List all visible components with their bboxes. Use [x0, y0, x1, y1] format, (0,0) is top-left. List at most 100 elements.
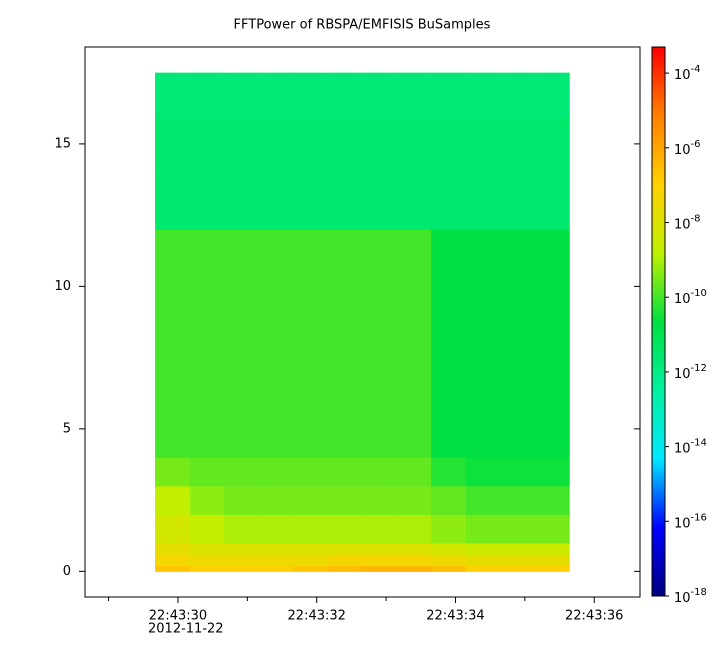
spectrogram-cell	[155, 229, 191, 287]
spectrogram-cell	[293, 457, 329, 487]
spectrogram-cell	[155, 485, 191, 515]
spectrogram-cell	[465, 286, 501, 344]
spectrogram-cell	[465, 554, 501, 567]
spectrogram-cell	[293, 514, 329, 544]
spectrogram-cell	[431, 172, 467, 230]
spectrogram-cell	[293, 485, 329, 515]
spectrogram-cell	[258, 343, 294, 401]
colorbar	[651, 46, 666, 597]
spectrogram-cell	[223, 115, 259, 173]
spectrogram-cell	[431, 565, 467, 572]
spectrogram-cell	[155, 72, 191, 116]
colorbar-tick-label: 10-14	[674, 438, 707, 457]
spectrogram-cell	[396, 229, 432, 287]
spectrogram-cell	[258, 565, 294, 572]
spectrogram-cell	[189, 229, 225, 287]
spectrogram-cell	[155, 172, 191, 230]
spectrogram-cell	[361, 565, 397, 572]
spectrogram-cell	[465, 400, 501, 458]
spectrogram-cell	[499, 565, 536, 572]
spectrogram-cell	[396, 286, 432, 344]
x-tick-label: 22:43:32	[288, 609, 346, 624]
spectrogram-cell	[534, 343, 570, 401]
spectrogram-cell	[534, 115, 570, 173]
spectrogram-cell	[258, 172, 294, 230]
spectrogram-cell	[155, 514, 191, 544]
spectrogram-cell	[465, 565, 501, 572]
spectrogram-cell	[499, 115, 536, 173]
spectrogram-cell	[189, 343, 225, 401]
spectrogram-cell	[361, 400, 397, 458]
spectrogram-cell	[189, 485, 225, 515]
spectrogram-cell	[499, 485, 536, 515]
spectrogram-cell	[534, 485, 570, 515]
spectrogram-cell	[189, 286, 225, 344]
spectrogram-cell	[396, 343, 432, 401]
spectrogram-cell	[534, 400, 570, 458]
spectrogram-cell	[223, 229, 259, 287]
spectrogram-cell	[223, 72, 259, 116]
spectrogram-cell	[293, 72, 329, 116]
spectrogram-cell	[499, 172, 536, 230]
spectrogram-cell	[223, 485, 259, 515]
y-tick-label: 15	[54, 136, 71, 151]
x-tick-label: 22:43:34	[426, 609, 484, 624]
spectrogram-cell	[189, 542, 225, 555]
colorbar-tick-label: 10-10	[674, 288, 707, 307]
spectrogram-cell	[155, 400, 191, 458]
spectrogram-cell	[189, 400, 225, 458]
colorbar-tick-label: 10-16	[674, 512, 707, 531]
colorbar-tick-label: 10-4	[674, 64, 701, 83]
spectrogram-cell	[327, 457, 363, 487]
spectrogram-cell	[396, 542, 432, 555]
spectrogram-cell	[361, 542, 397, 555]
spectrogram-cell	[499, 542, 536, 555]
spectrogram-cell	[396, 172, 432, 230]
spectrogram-cell	[327, 115, 363, 173]
spectrogram-cell	[499, 514, 536, 544]
spectrogram-cell	[465, 457, 501, 487]
spectrogram-cell	[293, 343, 329, 401]
spectrogram-cell	[465, 343, 501, 401]
spectrogram-cell	[223, 514, 259, 544]
x-date-label: 2012-11-22	[148, 622, 224, 637]
spectrogram-cell	[396, 554, 432, 567]
spectrogram-cell	[396, 565, 432, 572]
spectrogram-cell	[431, 485, 467, 515]
spectrogram-cell	[361, 343, 397, 401]
spectrogram-cell	[534, 286, 570, 344]
spectrogram-cell	[361, 72, 397, 116]
spectrogram-cell	[534, 514, 570, 544]
spectrogram-cell	[396, 400, 432, 458]
spectrogram-cell	[155, 343, 191, 401]
spectrogram-cell	[396, 485, 432, 515]
spectrogram-cell	[327, 172, 363, 230]
spectrogram-cell	[189, 72, 225, 116]
spectrogram-cell	[465, 514, 501, 544]
spectrogram-cell	[258, 457, 294, 487]
spectrogram-cell	[396, 115, 432, 173]
spectrogram-cell	[534, 229, 570, 287]
spectrogram-cell	[327, 72, 363, 116]
spectrogram-cell	[293, 172, 329, 230]
spectrogram-cell	[327, 286, 363, 344]
spectrogram-cell	[155, 286, 191, 344]
colorbar-tick-label: 10-12	[674, 363, 707, 382]
spectrogram-cell	[258, 542, 294, 555]
spectrogram-cell	[431, 72, 467, 116]
spectrogram-cell	[327, 400, 363, 458]
spectrogram-cell	[327, 542, 363, 555]
spectrogram-cell	[258, 400, 294, 458]
spectrogram-cell	[258, 554, 294, 567]
spectrogram-cell	[155, 115, 191, 173]
spectrogram-cell	[361, 554, 397, 567]
spectrogram-cell	[534, 72, 570, 116]
spectrogram-cell	[465, 229, 501, 287]
spectrogram-cell	[396, 514, 432, 544]
spectrogram-cell	[499, 229, 536, 287]
spectrogram-cell	[327, 554, 363, 567]
spectrogram-cell	[293, 400, 329, 458]
spectrogram-cell	[534, 565, 570, 572]
spectrogram-cell	[534, 554, 570, 567]
spectrogram-cell	[155, 554, 191, 567]
